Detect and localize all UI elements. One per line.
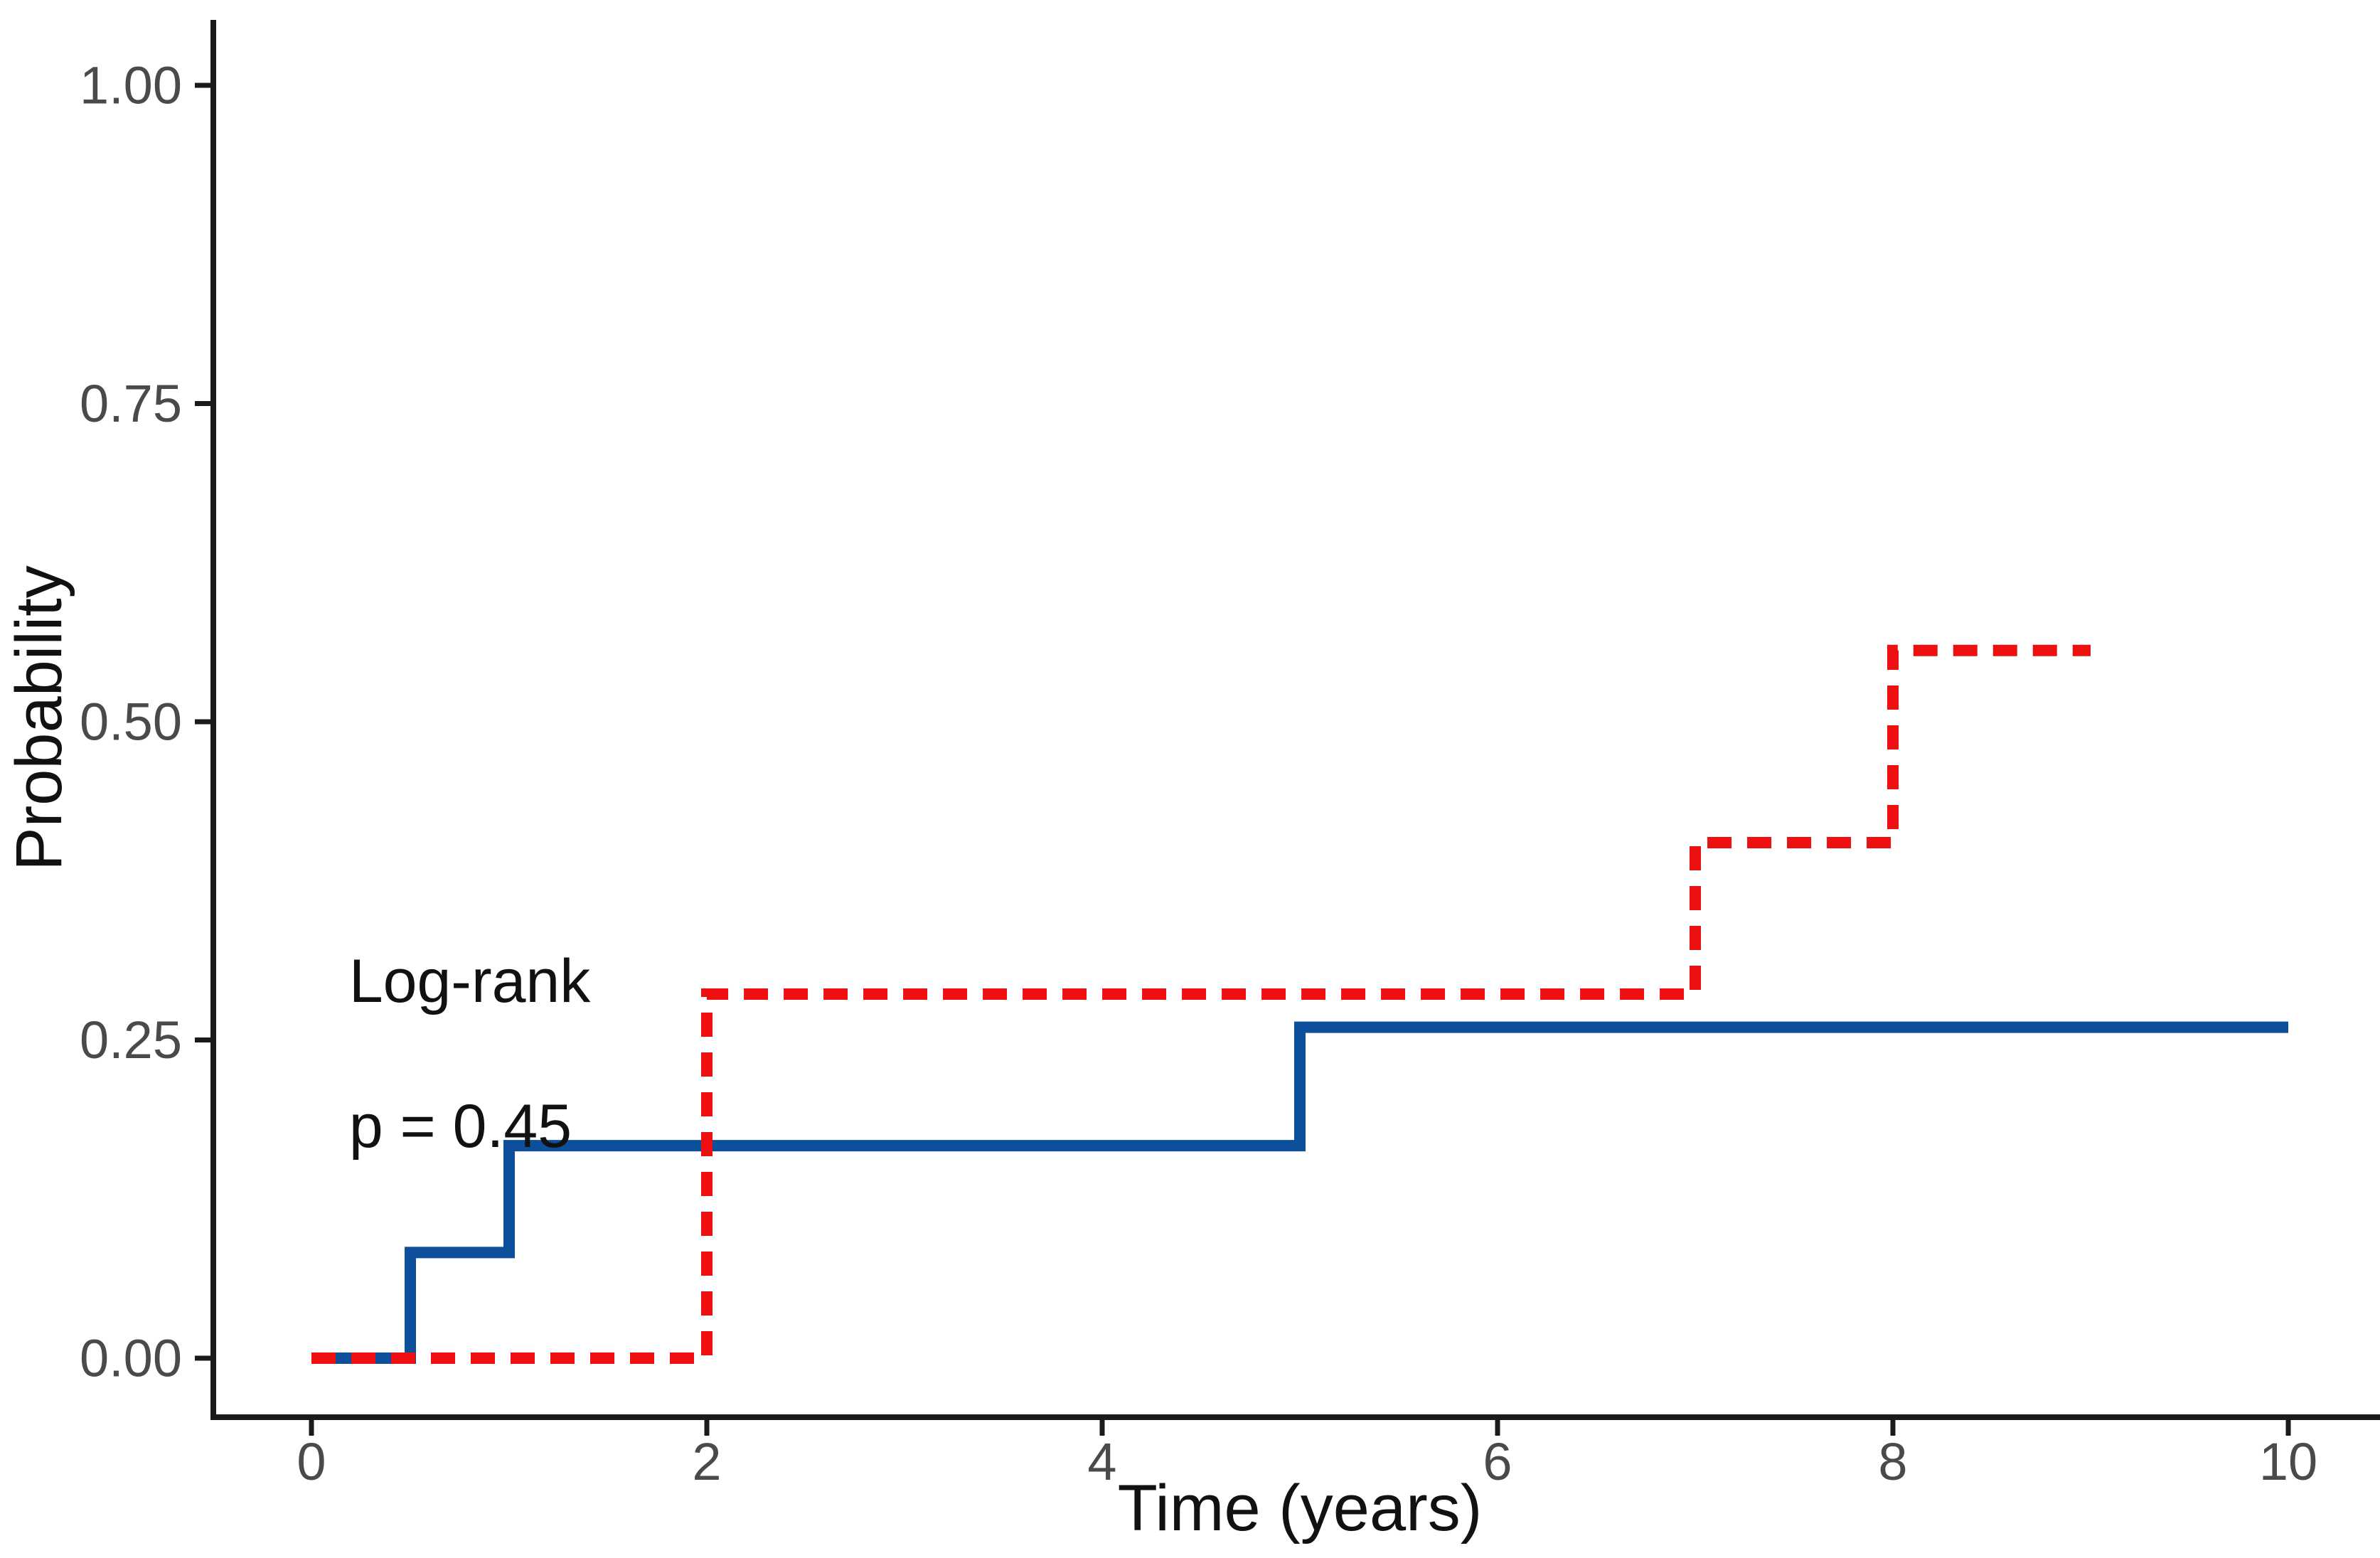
survival-curve-group-1-blue-solid [311, 1021, 2288, 1364]
x-tick-label: 10 [2259, 1432, 2317, 1491]
y-tick-label: 0.00 [80, 1329, 182, 1388]
x-tick-label: 4 [1087, 1432, 1116, 1491]
curves-group [311, 644, 2288, 1364]
survival-curve-group-2-red-dashed [311, 644, 2091, 1364]
logrank-label: Log-rank [349, 947, 591, 1015]
y-tick-label: 0.75 [80, 374, 182, 433]
x-tick-label: 6 [1483, 1432, 1512, 1491]
y-tick-label: 1.00 [80, 56, 182, 115]
x-tick-label: 8 [1878, 1432, 1907, 1491]
y-tick-label: 0.50 [80, 693, 182, 752]
y-tick-label: 0.25 [80, 1010, 182, 1069]
axis-ticks-group: 0.00 0.25 0.50 0.75 1.00 0 2 4 6 8 10 [80, 56, 2317, 1492]
x-tick-label: 0 [297, 1432, 326, 1491]
x-tick-label: 2 [692, 1432, 721, 1491]
y-axis-title: Probability [3, 565, 75, 871]
x-axis-title: Time (years) [1118, 1472, 1483, 1544]
p-value-label: p = 0.45 [349, 1092, 572, 1161]
